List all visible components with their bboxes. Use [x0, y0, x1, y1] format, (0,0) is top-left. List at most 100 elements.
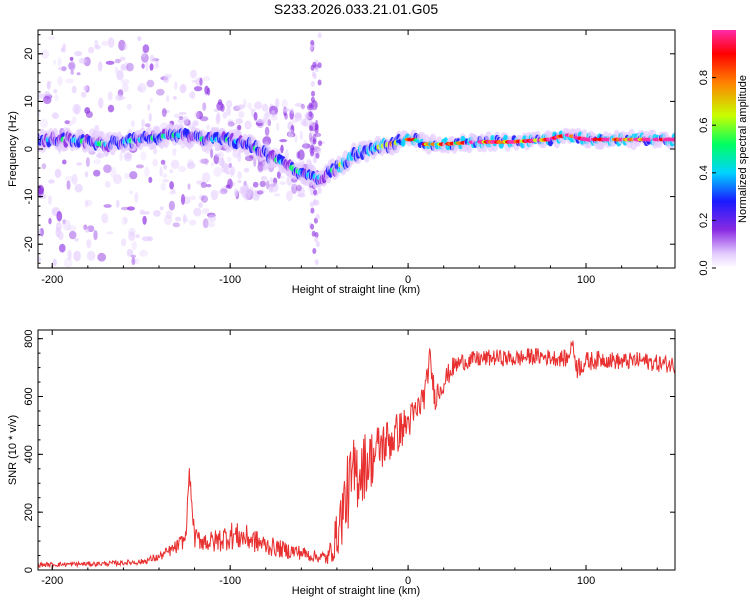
- spectrogram-noise-cell: [269, 177, 274, 183]
- spectrogram-noise-cell: [191, 79, 198, 83]
- spectrogram-noise-cell: [163, 77, 170, 83]
- spectrogram-noise-cell: [142, 44, 150, 53]
- spectrogram-noise-cell: [38, 256, 42, 262]
- spectrogram-noise-cell: [294, 134, 298, 143]
- spectrogram-noise-cell: [261, 117, 269, 126]
- spectrogram-noise-cell: [226, 99, 233, 109]
- spectrogram-noise-cell: [159, 206, 164, 211]
- snr-series-line: [38, 340, 675, 569]
- spectrogram-noise-cell: [202, 102, 207, 111]
- spectrogram-noise-cell: [115, 94, 124, 101]
- spectrogram-noise-cell: [39, 118, 49, 128]
- spectrogram-noise-cell: [41, 49, 50, 59]
- spectrogram-noise-cell: [124, 216, 128, 225]
- spectrogram-noise-cell: [180, 194, 186, 205]
- spectrogram-noise-cell: [201, 172, 211, 183]
- spectrogram-noise-cell: [116, 70, 124, 81]
- spectrogram-noise-cell: [257, 161, 264, 172]
- spectrogram-noise-cell: [106, 231, 114, 235]
- spectrogram-noise-cell: [196, 111, 203, 120]
- x-tick-label: 100: [577, 274, 595, 286]
- spectrogram-noise-cell: [264, 111, 271, 120]
- spectrogram-noise-cell: [220, 186, 228, 193]
- spectrogram-noise-cell: [188, 91, 196, 99]
- spectrogram-noise-cell: [285, 190, 293, 202]
- colorbar-ticks: 0.0 0.2 0.4 0.6 0.8: [698, 70, 716, 276]
- spectrogram-noise-cell: [300, 103, 305, 110]
- spectrogram-noise-cell: [130, 254, 136, 258]
- spectrogram-noise-cell: [207, 87, 211, 96]
- spectrogram-noise-cell: [62, 43, 66, 53]
- spectrogram-noise-cell: [162, 178, 170, 183]
- spectrogram-noise-cell: [252, 181, 259, 188]
- spectrogram-noise-cell: [175, 216, 182, 222]
- spectrogram-noise-cell: [200, 182, 207, 188]
- spectrogram-noise-cell: [210, 162, 214, 167]
- spectrogram-noise-cell: [312, 157, 317, 164]
- spectrogram-noise-cell: [141, 53, 149, 63]
- colorbar-tick-label: 0.2: [698, 213, 710, 228]
- y-tick-label: 600: [23, 387, 35, 405]
- colorbar-label: Normalized spectral amplitude: [737, 75, 749, 223]
- spectrogram-noise-cell: [63, 258, 73, 268]
- spectrogram-noise-cell: [94, 39, 99, 48]
- spectrogram-noise-cell: [87, 225, 95, 233]
- spectrogram-noise-cell: [296, 184, 302, 192]
- y-tick-label: 0: [23, 567, 35, 573]
- spectrogram-noise-cell: [267, 119, 272, 127]
- y-tick-label: 200: [23, 503, 35, 521]
- spectrogram-noise-cell: [226, 171, 230, 175]
- snr-panel: -200 -100 0 100 0 200 400 600 800 Height of str…: [7, 329, 676, 597]
- spectrogram-noise-cell: [131, 241, 137, 251]
- spectrogram-noise-cell: [182, 116, 189, 125]
- spectrogram-noise-cell: [226, 156, 232, 163]
- spectrogram-noise-cell: [152, 159, 158, 167]
- spectrogram-noise-cell: [254, 101, 263, 110]
- spectrogram-noise-cell: [65, 78, 74, 84]
- spectrogram-noise-cell: [186, 162, 196, 170]
- spectrogram-noise-cell: [72, 116, 77, 124]
- spectrogram-noise-cell: [308, 119, 313, 126]
- spectrogram-noise-cell: [62, 219, 66, 225]
- spectrogram-noise-cell: [126, 103, 132, 110]
- spectrogram-noise-cell: [264, 126, 270, 136]
- spectrogram-noise-cell: [249, 108, 256, 112]
- spectrogram-noise-cell: [312, 248, 317, 254]
- spectrogram-noise-cell: [215, 114, 221, 125]
- spectrogram-noise-cell: [97, 61, 103, 72]
- spectrogram-noise-cell: [137, 36, 142, 42]
- spectrogram-noise-cell: [182, 218, 189, 223]
- spectrogram-noise-cell: [67, 63, 75, 69]
- spectrogram-noise-cell: [259, 165, 267, 172]
- spectrogram-noise-cell: [86, 199, 93, 207]
- spectrogram-noise-cell: [179, 83, 187, 94]
- spectrogram-noise-cell: [129, 190, 134, 195]
- spectrogram-noise-cell: [52, 258, 57, 267]
- spectrogram-noise-cell: [68, 61, 76, 71]
- x-tick-label: 0: [405, 575, 411, 587]
- spectrogram-noise-cell: [149, 54, 155, 63]
- spectrogram-noise-cell: [121, 79, 130, 85]
- spectrogram-noise-cell: [121, 83, 129, 93]
- spectrogram-noise-cell: [141, 119, 146, 128]
- spectrogram-noise-cell: [310, 39, 315, 46]
- spectrogram-noise-cell: [312, 61, 317, 68]
- spectrogram-noise-cell: [103, 204, 112, 208]
- spectrogram-noise-cell: [149, 63, 154, 71]
- spectrogram-noise-cell: [51, 112, 59, 119]
- spectrogram-noise-cell: [134, 192, 139, 203]
- spectrogram-noise-cell: [169, 181, 175, 190]
- spectrogram-noise-cell: [61, 66, 67, 72]
- spectrogram-noise-cell: [262, 136, 272, 146]
- spectrogram-noise-cell: [182, 213, 187, 224]
- spectrogram-noise-cell: [313, 199, 317, 205]
- spectrogram-noise-cell: [213, 166, 222, 177]
- spectrogram-noise-cell: [152, 63, 160, 69]
- spectrogram-noise-cell: [202, 76, 211, 82]
- spectrogram-noise-cell: [137, 86, 143, 92]
- spectrogram-noise-cell: [46, 81, 51, 90]
- spectrogram-noise-cell: [142, 215, 147, 225]
- spectrogram-noise-cell: [210, 189, 219, 201]
- spectrogram-x-ticks: -200 -100 0 100: [41, 30, 658, 286]
- spectrogram-noise-cell: [124, 153, 132, 162]
